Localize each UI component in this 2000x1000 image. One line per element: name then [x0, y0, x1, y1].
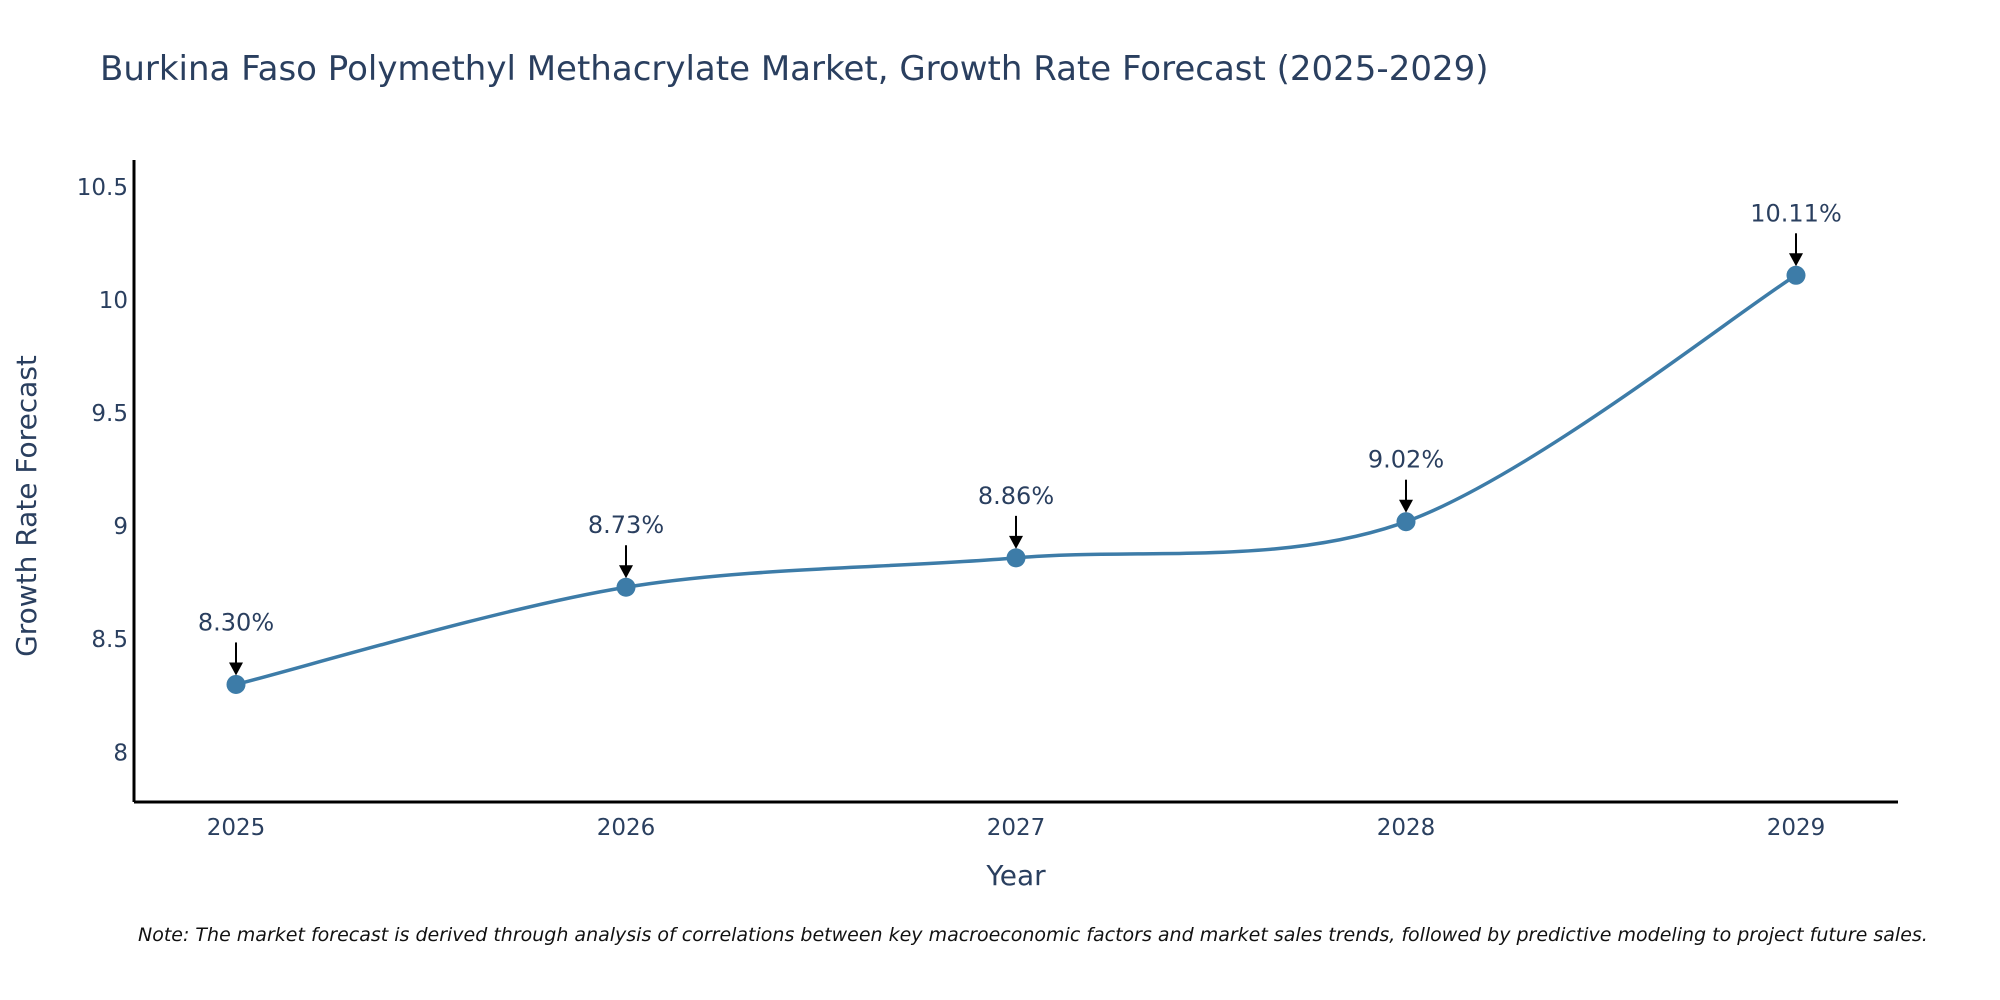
y-tick-label: 8	[113, 740, 128, 766]
y-axis-ticks: 8 8.5 9 9.5 10 10.5	[77, 175, 128, 766]
data-label: 8.73%	[588, 511, 664, 539]
data-point-marker	[1396, 512, 1416, 532]
chart-axes	[132, 160, 1898, 804]
y-tick-label: 10.5	[77, 175, 128, 201]
data-markers	[226, 265, 1806, 694]
annotation-arrow-head	[1789, 253, 1803, 267]
chart-title: Burkina Faso Polymethyl Methacrylate Mar…	[100, 49, 1489, 89]
x-tick-label: 2027	[987, 815, 1046, 841]
x-tick-label: 2025	[207, 815, 266, 841]
data-point-marker	[1006, 548, 1026, 568]
data-point-marker	[616, 577, 636, 597]
forecast-note: Note: The market forecast is derived thr…	[138, 924, 1928, 946]
annotation-arrow-head	[1009, 535, 1023, 549]
data-label: 8.86%	[978, 482, 1054, 510]
y-tick-label: 10	[99, 288, 128, 314]
x-tick-label: 2029	[1767, 815, 1826, 841]
data-point-marker	[226, 674, 246, 694]
y-tick-label: 8.5	[91, 627, 128, 653]
annotation-arrow-head	[1399, 499, 1413, 513]
data-label: 10.11%	[1750, 199, 1842, 227]
data-annotations: 8.30% 8.73% 8.86% 9.02% 10.11%	[198, 199, 1842, 676]
y-axis-title: Growth Rate Forecast	[10, 355, 43, 657]
series-line	[235, 273, 1797, 687]
y-tick-label: 9	[113, 514, 128, 540]
x-axis-title: Year	[985, 859, 1046, 892]
y-tick-label: 9.5	[91, 401, 128, 427]
annotation-arrow-head	[229, 662, 243, 676]
x-tick-label: 2026	[597, 815, 656, 841]
x-axis-ticks: 2025 2026 2027 2028 2029	[207, 815, 1826, 841]
data-label: 9.02%	[1368, 446, 1444, 474]
data-label: 8.30%	[198, 608, 274, 636]
x-tick-label: 2028	[1377, 815, 1436, 841]
annotation-arrow-head	[619, 565, 633, 579]
data-point-marker	[1786, 265, 1806, 285]
